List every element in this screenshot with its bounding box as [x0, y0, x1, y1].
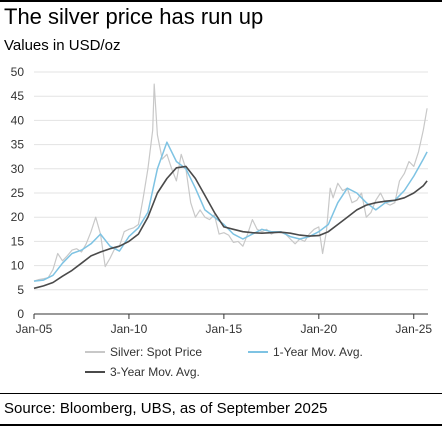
y-tick-label: 10 — [11, 259, 25, 273]
y-tick-label: 40 — [11, 113, 25, 127]
y-tick-label: 35 — [11, 138, 25, 152]
x-tick-label: Jan-25 — [395, 322, 432, 336]
legend-label-3y: 3-Year Mov. Avg. — [110, 365, 200, 379]
series-line-1y-avg — [33, 141, 428, 282]
y-tick-label: 25 — [11, 186, 25, 200]
x-tick-label: Jan-20 — [300, 322, 337, 336]
source-note: Source: Bloomberg, UBS, as of September … — [4, 400, 328, 417]
top-rule — [0, 0, 442, 2]
x-tick-label: Jan-05 — [16, 322, 53, 336]
bottom-rule — [0, 424, 442, 426]
legend: Silver: Spot Price 1-Year Mov. Avg. 3-Ye… — [85, 345, 363, 379]
y-tick-label: 20 — [11, 210, 25, 224]
series-line-spot — [33, 83, 428, 282]
x-tick-label: Jan-10 — [111, 322, 148, 336]
x-tick-label: Jan-15 — [206, 322, 243, 336]
y-tick-label: 30 — [11, 162, 25, 176]
chart-subtitle: Values in USD/oz — [4, 37, 121, 54]
gridlines — [34, 71, 428, 291]
y-tick-label: 45 — [11, 89, 25, 103]
chart-title: The silver price has run up — [4, 4, 264, 29]
y-tick-label: 50 — [11, 65, 25, 79]
series-line-3y-avg — [33, 165, 428, 290]
y-tick-label: 5 — [17, 283, 24, 297]
legend-label-1y: 1-Year Mov. Avg. — [273, 345, 363, 359]
y-tick-labels: 0 5 10 15 20 25 30 35 40 45 50 — [11, 65, 25, 321]
source-divider — [0, 393, 442, 394]
x-axis: Jan-05 Jan-10 Jan-15 Jan-20 Jan-25 — [16, 313, 432, 336]
legend-label-spot: Silver: Spot Price — [110, 345, 202, 359]
y-tick-label: 15 — [11, 234, 25, 248]
y-tick-label: 0 — [17, 307, 24, 321]
series-lines — [33, 83, 428, 290]
